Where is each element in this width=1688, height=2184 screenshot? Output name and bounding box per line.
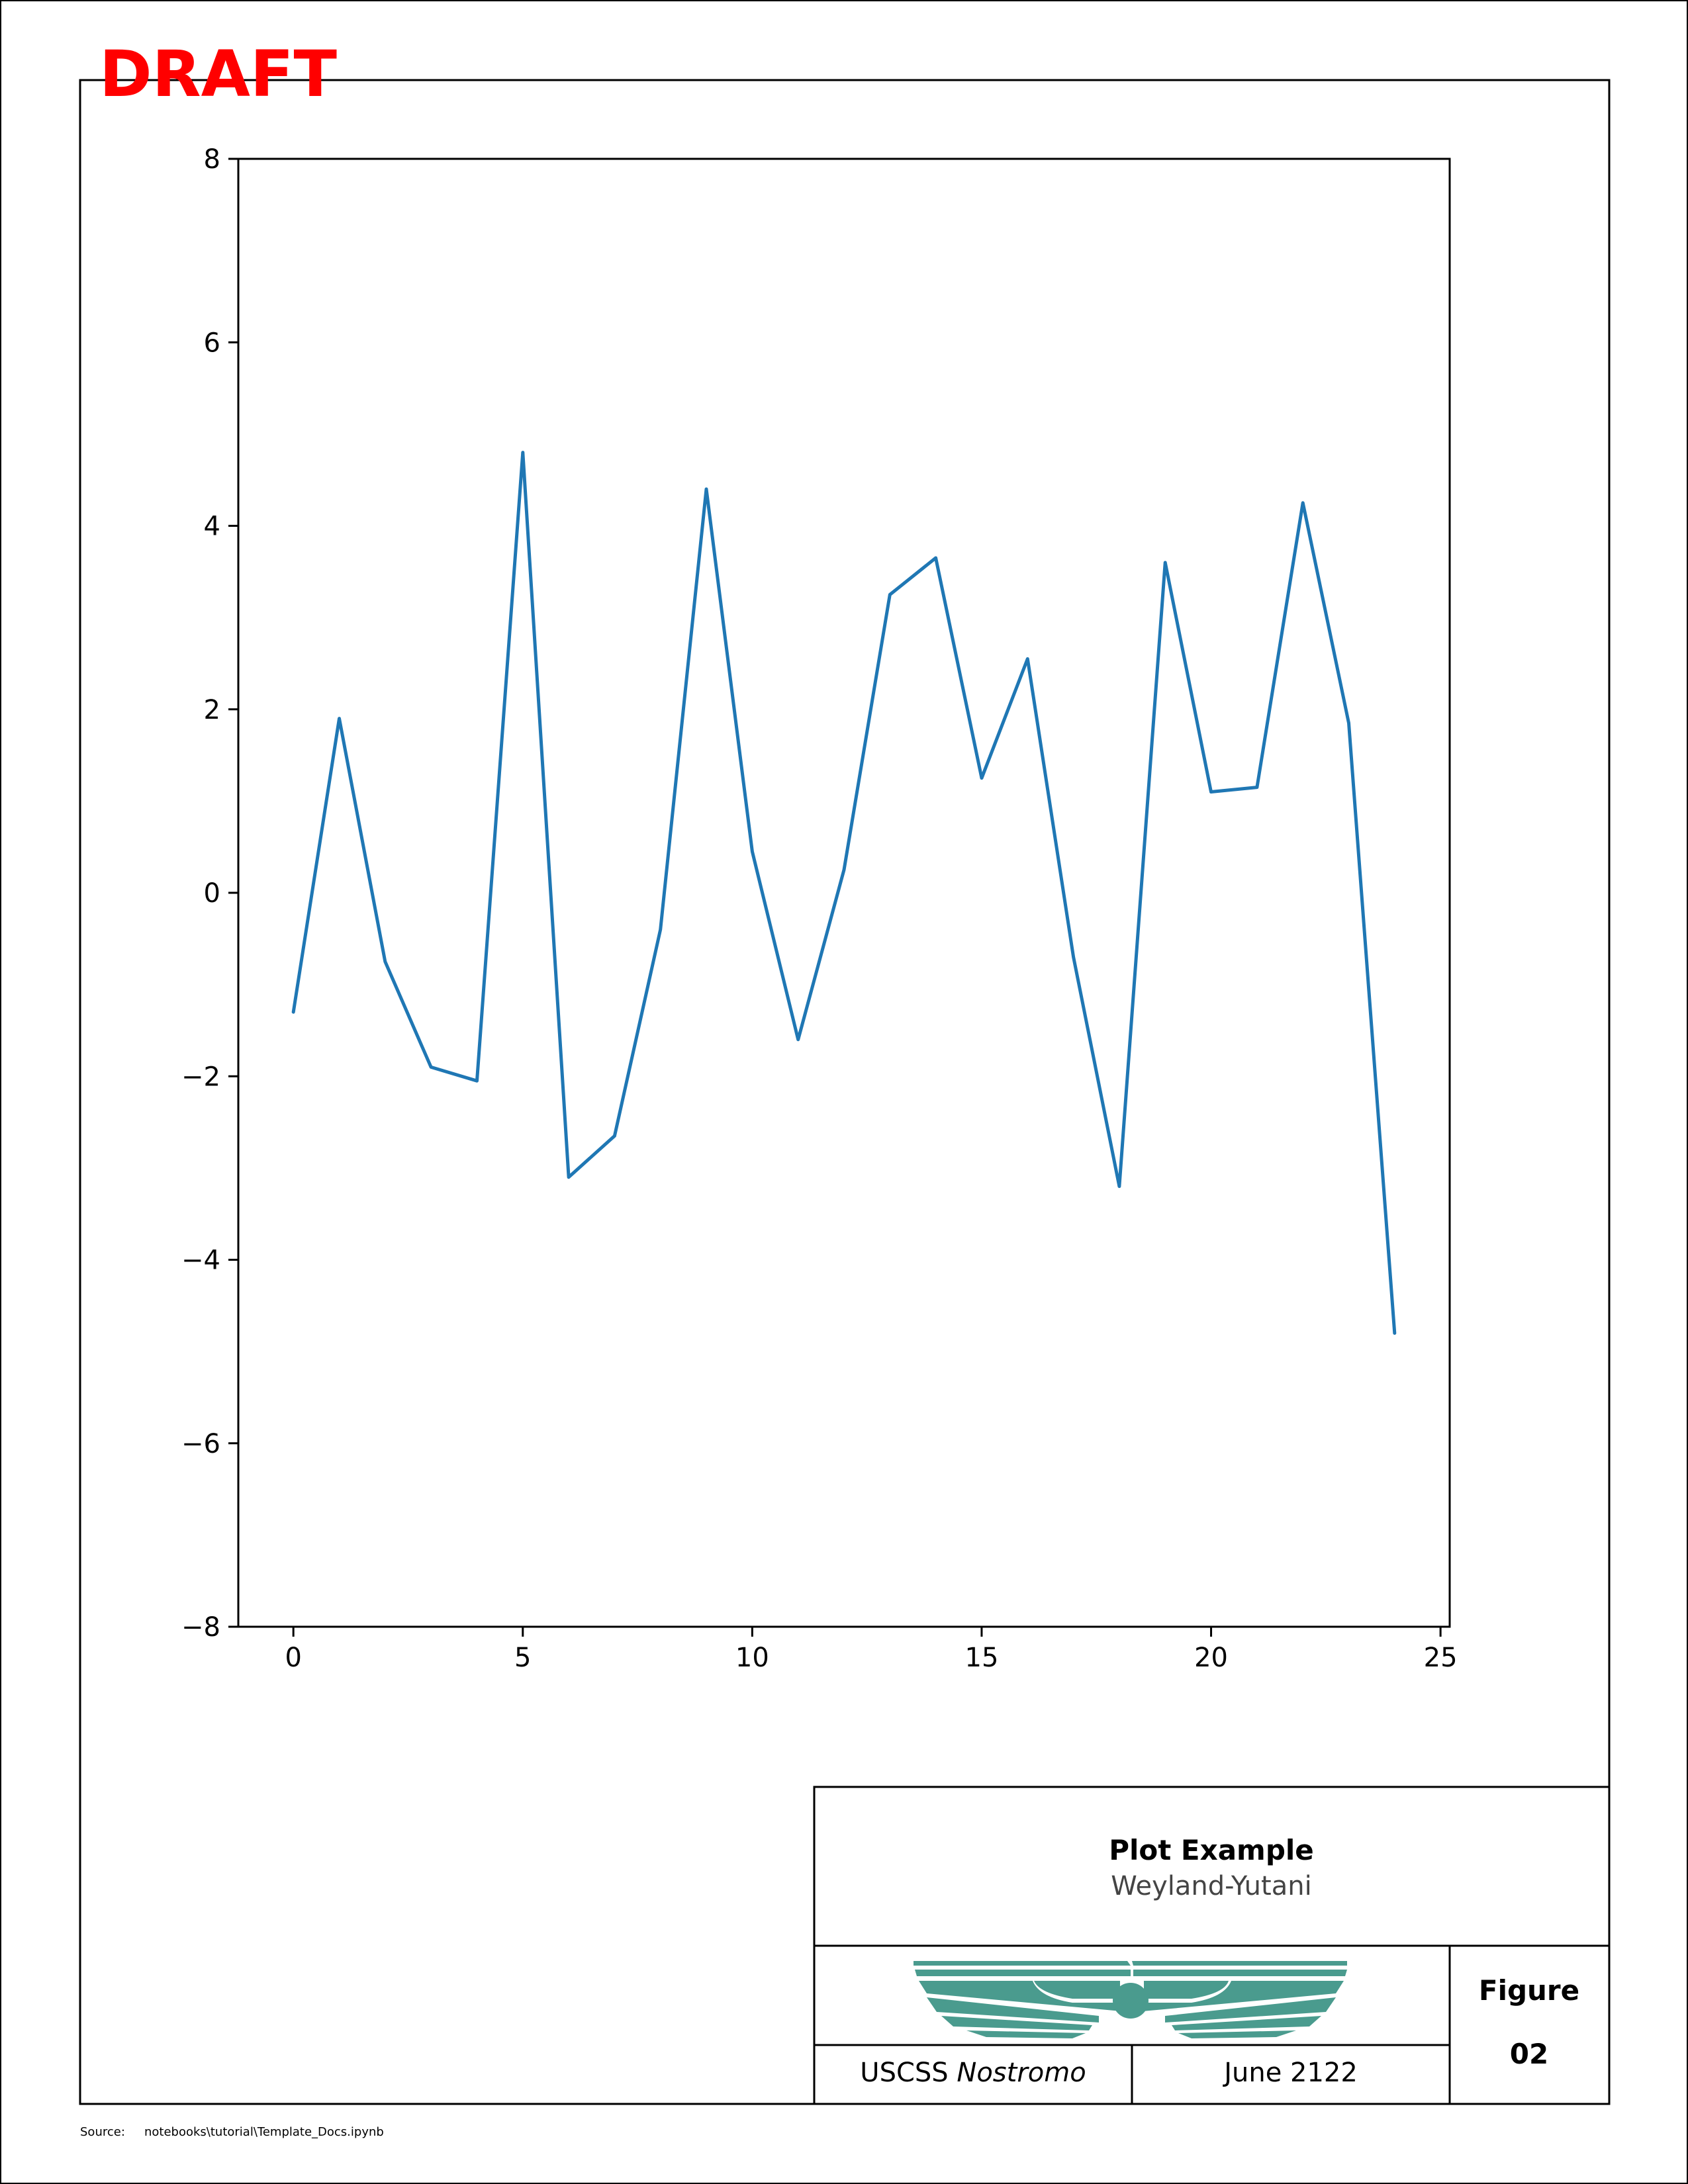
series-line xyxy=(291,451,1397,1335)
y-tick-label: −6 xyxy=(181,1429,220,1459)
project-name: USCSS Nostromo xyxy=(860,2058,1086,2088)
x-tick-label: 0 xyxy=(285,1643,301,1673)
drawing-frame xyxy=(79,79,1611,2105)
x-tick-label: 20 xyxy=(1194,1643,1228,1673)
draft-watermark: DRAFT xyxy=(99,37,337,111)
x-axis: 0 5 10 15 20 25 xyxy=(285,1627,1458,1673)
y-tick-label: 6 xyxy=(204,328,220,358)
y-tick-label: −2 xyxy=(181,1062,220,1092)
y-tick-label: 0 xyxy=(204,878,220,909)
plot-area xyxy=(237,158,1451,1628)
y-axis: −8 −6 −4 −2 0 2 4 6 8 xyxy=(181,144,238,1643)
series-points xyxy=(293,452,1395,1334)
y-tick-label: 4 xyxy=(204,512,220,542)
y-tick-label: −4 xyxy=(181,1246,220,1276)
y-tick-label: −8 xyxy=(181,1612,220,1643)
x-tick-label: 15 xyxy=(965,1643,999,1673)
plot-title: Plot Example xyxy=(1109,1834,1314,1866)
x-tick-label: 5 xyxy=(514,1643,531,1673)
source-path: notebooks\tutorial\Template_Docs.ipynb xyxy=(144,2125,384,2139)
line-chart: −8 −6 −4 −2 0 2 4 6 8 0 5 10 15 20 25 xyxy=(181,144,1458,1673)
y-tick-label: 8 xyxy=(204,144,220,175)
date-label: June 2122 xyxy=(1222,2058,1358,2088)
weyland-yutani-wings-logo-icon xyxy=(914,1961,1347,2038)
figure-number: 02 xyxy=(1510,2038,1548,2070)
x-tick-label: 25 xyxy=(1424,1643,1458,1673)
figure-label: Figure xyxy=(1479,1974,1579,2007)
x-tick-label: 10 xyxy=(735,1643,769,1673)
source-label: Source: xyxy=(80,2125,125,2139)
company-name: Weyland-Yutani xyxy=(1111,1871,1311,1901)
title-block: Plot Example Weyland-Yutani USCSS Nostro… xyxy=(813,1786,1611,2105)
y-tick-label: 2 xyxy=(204,695,220,725)
